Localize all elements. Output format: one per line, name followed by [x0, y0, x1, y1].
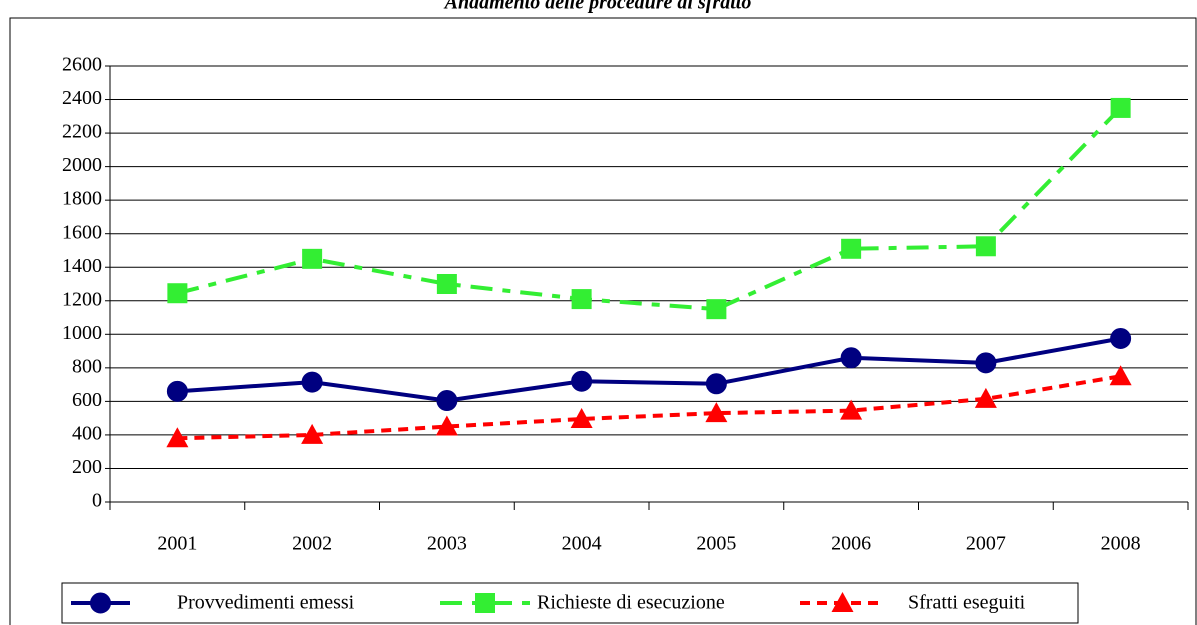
marker: [301, 423, 324, 444]
marker: [435, 415, 458, 436]
y-tick-label: 1600: [62, 221, 102, 243]
series-line: [176, 106, 1123, 312]
marker: [571, 289, 592, 310]
marker: [974, 387, 997, 408]
marker: [302, 248, 323, 269]
y-tick-label: 2200: [62, 121, 102, 143]
x-tick-label: 2008: [1101, 533, 1141, 555]
y-tick-label: 2400: [62, 87, 102, 109]
x-tick-label: 2006: [831, 533, 871, 555]
marker: [706, 299, 727, 320]
x-tick-label: 2003: [427, 533, 467, 555]
marker: [475, 593, 495, 613]
legend-label: Sfratti eseguiti: [908, 592, 1026, 614]
marker: [841, 238, 862, 259]
y-tick-label: 2600: [62, 54, 102, 76]
marker: [301, 371, 323, 393]
y-tick-label: 600: [72, 389, 102, 411]
chart-title: Andamento delle procedure di sfratto: [443, 0, 752, 14]
marker: [90, 592, 111, 614]
series-line: [177, 374, 1121, 441]
y-tick-label: 1400: [62, 255, 102, 277]
marker: [570, 407, 593, 428]
marker: [975, 236, 996, 257]
chart-frame: [9, 17, 1197, 625]
legend-label: Richieste di esecuzione: [537, 592, 725, 614]
marker: [705, 373, 727, 395]
marker: [166, 380, 188, 402]
marker: [1110, 97, 1131, 118]
marker: [436, 274, 457, 294]
x-tick-label: 2002: [292, 533, 332, 555]
marker: [831, 592, 854, 612]
marker: [571, 370, 593, 392]
marker: [1110, 328, 1132, 349]
marker: [840, 399, 863, 420]
y-tick-label: 1000: [62, 322, 102, 344]
y-tick-label: 1200: [62, 288, 102, 310]
marker: [975, 352, 997, 374]
legend-label: Provvedimenti emessi: [177, 592, 355, 614]
marker: [166, 427, 189, 448]
x-tick-label: 2001: [157, 533, 197, 555]
x-tick-label: 2005: [696, 533, 736, 555]
y-tick-label: 200: [72, 456, 102, 478]
marker: [1109, 365, 1132, 386]
marker: [840, 347, 862, 369]
x-tick-label: 2007: [966, 533, 1006, 555]
x-tick-label: 2004: [562, 533, 602, 555]
y-tick-label: 0: [92, 490, 102, 512]
y-tick-label: 2000: [62, 154, 102, 176]
y-tick-label: 400: [72, 423, 102, 445]
marker: [436, 390, 458, 412]
y-tick-label: 1800: [62, 188, 102, 210]
series-line: [177, 336, 1121, 403]
marker: [705, 402, 728, 423]
marker: [167, 283, 188, 304]
y-tick-label: 800: [72, 355, 102, 377]
legend-box: [61, 582, 1079, 624]
